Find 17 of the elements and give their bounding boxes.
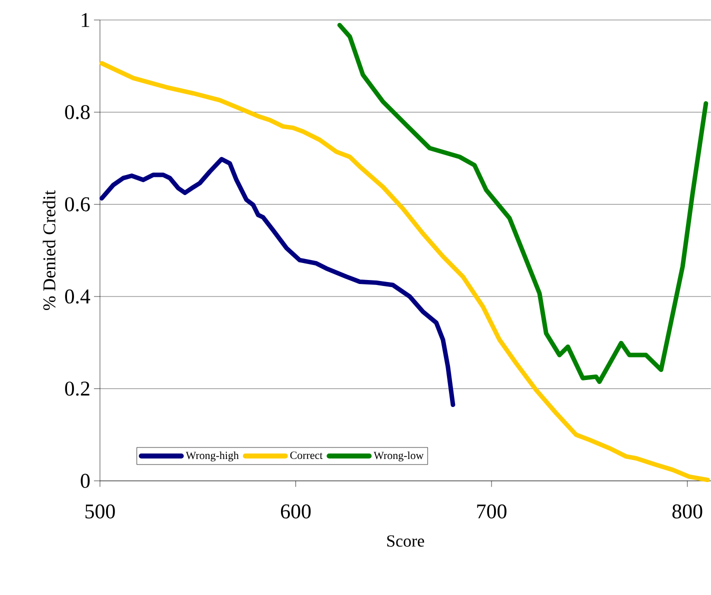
line-series [337,22,708,384]
legend-label: Wrong-high [186,452,239,462]
legend-label: Wrong-low [374,452,424,462]
line-series [99,157,456,408]
y-tick-label: 0.6 [65,197,90,212]
y-tick-label: 0.2 [65,382,90,396]
x-axis-title: Score [387,535,424,547]
x-tick-label: 700 [477,504,506,519]
legend-label: Correct [290,452,323,460]
y-tick-label: 0.8 [65,105,90,120]
y-tick-label: 0.4 [65,289,90,304]
y-axis-title: % Denied Credit [42,190,56,310]
y-tick-label: 0 [80,474,90,488]
y-tick-label: 1 [82,13,90,27]
x-tick-label: 600 [280,504,311,519]
x-tick-label: 800 [672,504,702,519]
x-tick-label: 500 [86,504,115,519]
